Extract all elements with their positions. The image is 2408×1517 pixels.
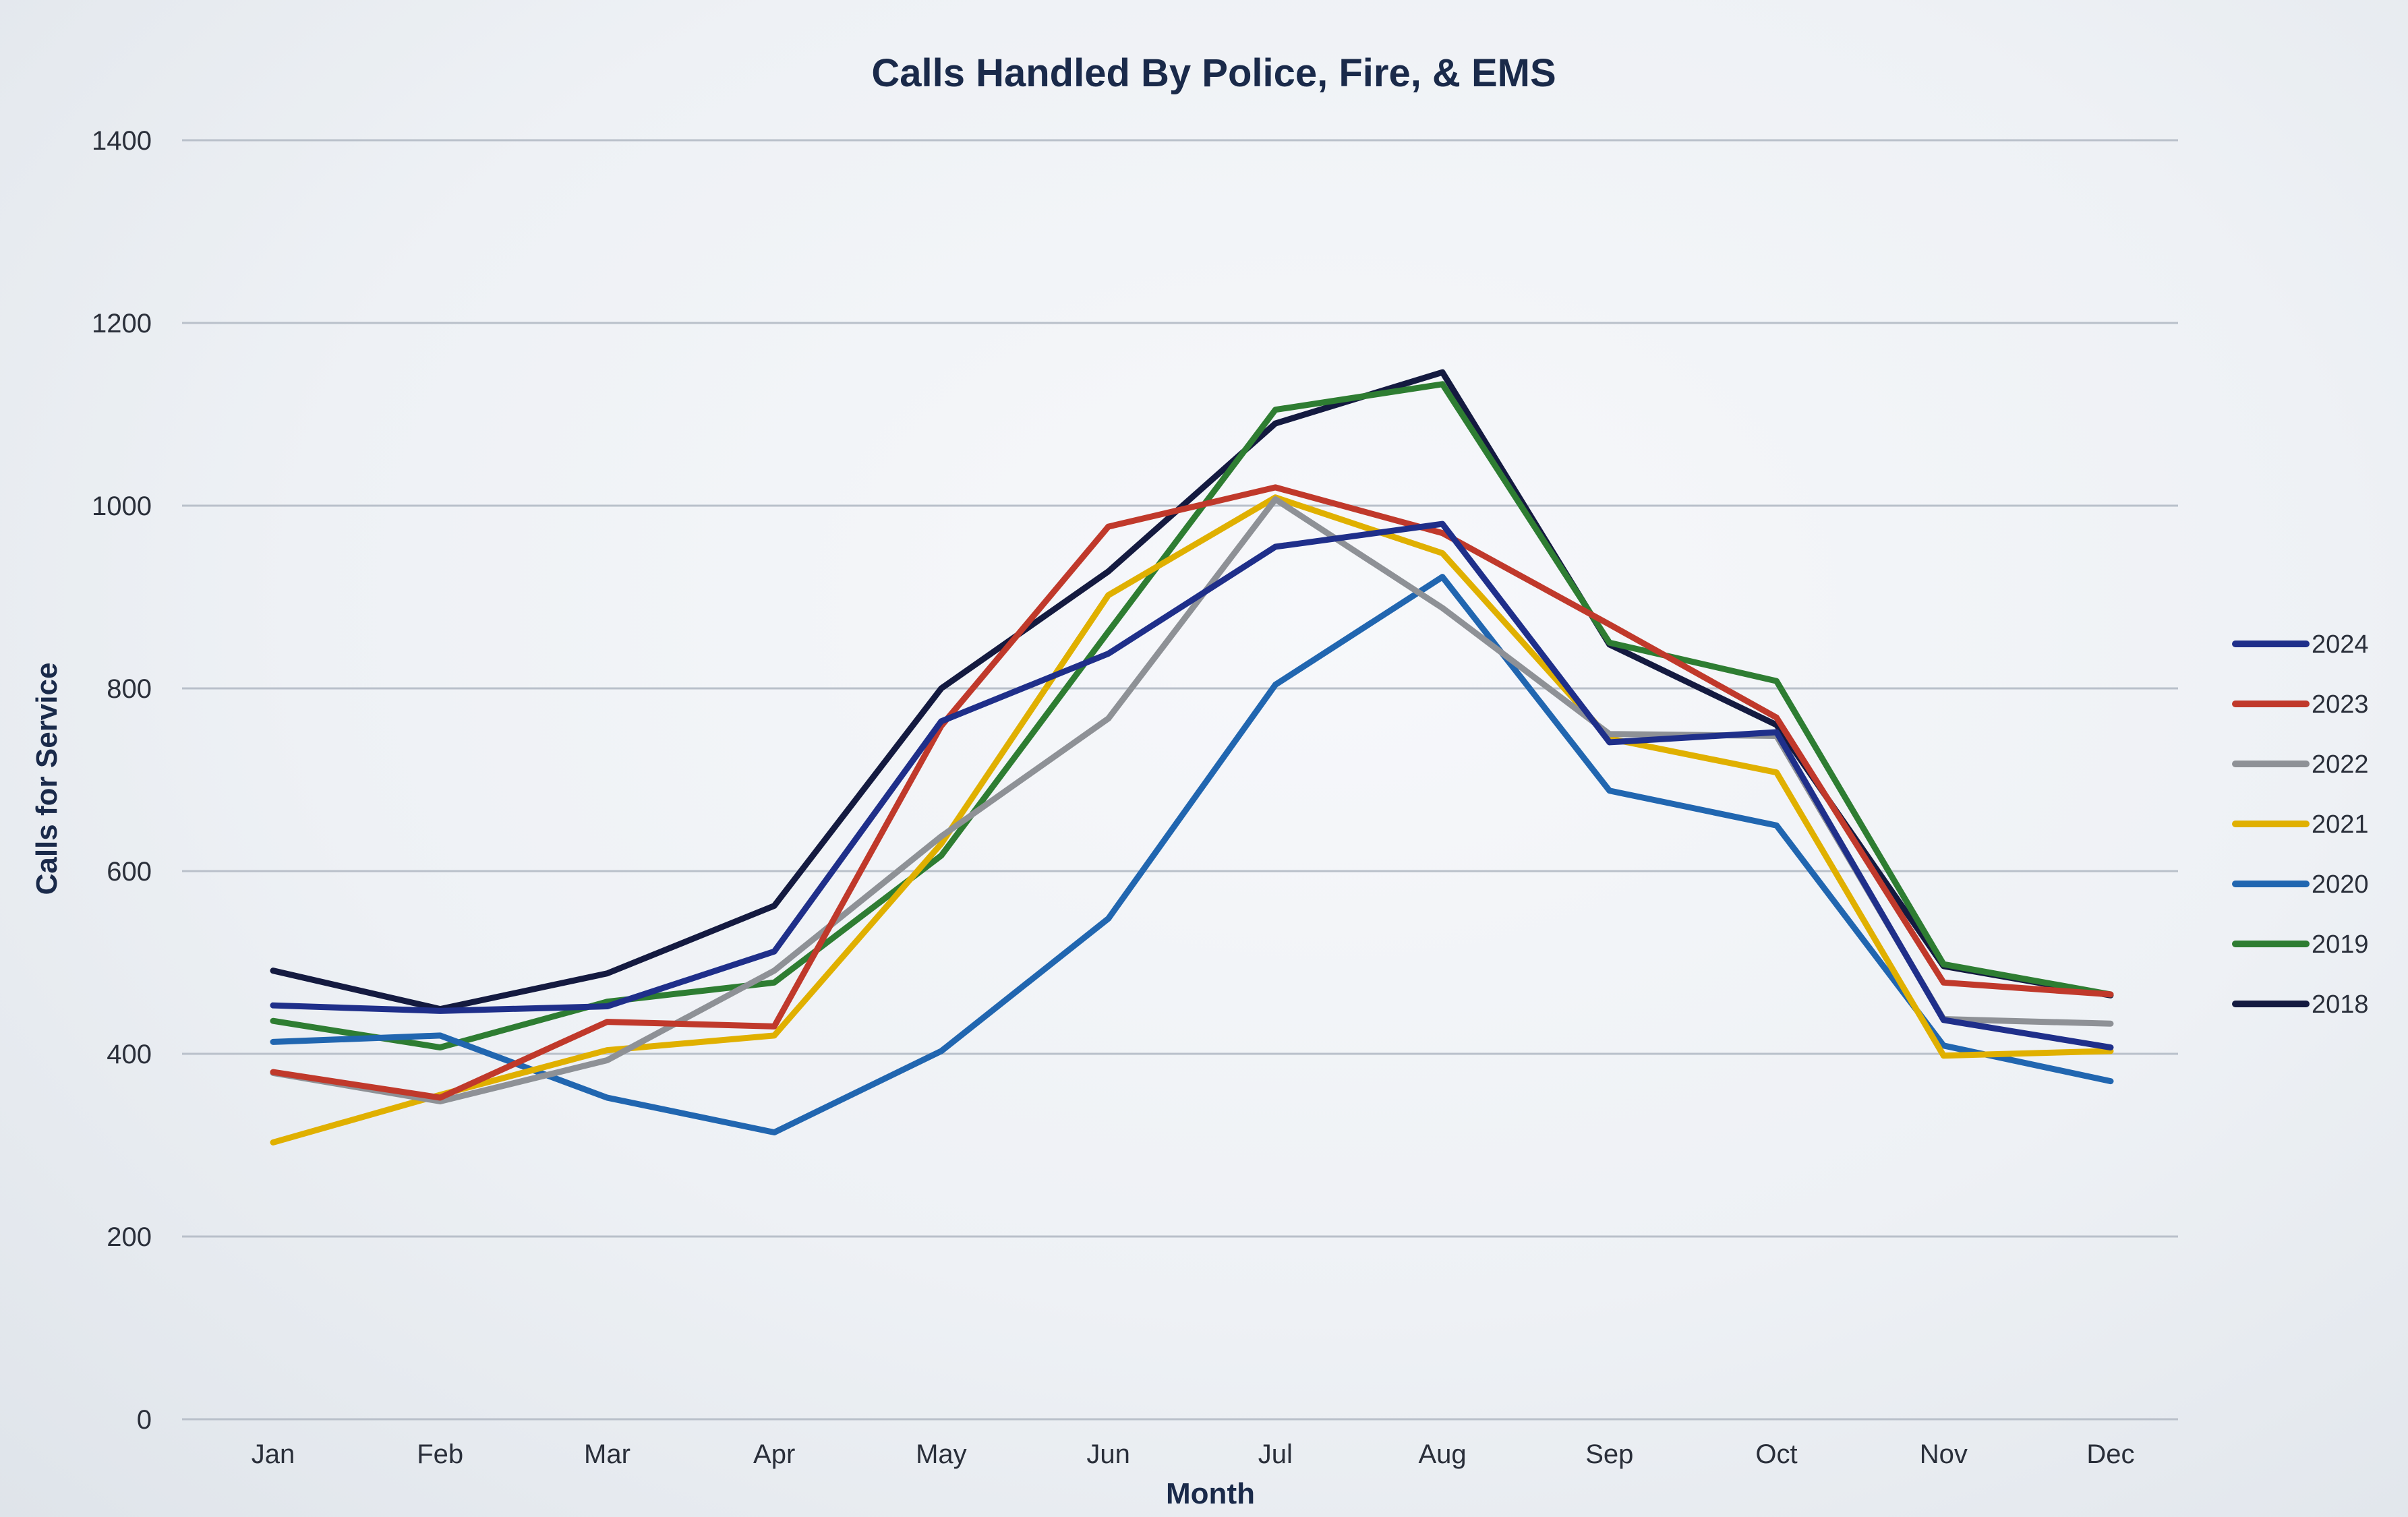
x-tick-label: Apr [753, 1439, 795, 1469]
x-tick-label: Feb [417, 1439, 463, 1469]
series-lines [270, 369, 2114, 1146]
legend: 2024 2023 2022 2021 2020 2019 2018 [2232, 630, 2369, 1019]
series-line-2019 [270, 381, 2114, 1051]
x-tick-label: Oct [1755, 1439, 1797, 1469]
x-tick-label: Mar [584, 1439, 630, 1469]
legend-label-2019: 2019 [2312, 930, 2369, 959]
y-tick-label: 1000 [92, 492, 152, 521]
series-line-2018 [270, 369, 2114, 1013]
y-axis-ticks: 0 200 400 600 800 1000 1200 1400 [92, 126, 152, 1435]
legend-label-2022: 2022 [2312, 750, 2369, 779]
legend-label-2023: 2023 [2312, 690, 2369, 719]
x-tick-label: May [916, 1439, 967, 1469]
y-tick-label: 200 [107, 1222, 152, 1252]
y-tick-label: 800 [107, 674, 152, 704]
x-tick-label: Dec [2086, 1439, 2134, 1469]
legend-label-2024: 2024 [2312, 630, 2369, 659]
series-line-2020 [270, 574, 2114, 1136]
series-line-2021 [270, 494, 2114, 1146]
chart-title: Calls Handled By Police, Fire, & EMS [871, 51, 1556, 95]
x-tick-label: Aug [1419, 1439, 1467, 1469]
x-axis-ticks: Jan Feb Mar Apr May Jun Jul Aug Sep Oct Nov Dec [252, 1439, 2135, 1469]
y-tick-label: 1200 [92, 309, 152, 338]
series-line-2024 [270, 520, 2114, 1051]
x-tick-label: Jul [1258, 1439, 1293, 1469]
x-tick-label: Jun [1086, 1439, 1130, 1469]
y-tick-label: 1400 [92, 126, 152, 156]
legend-label-2020: 2020 [2312, 870, 2369, 899]
x-tick-label: Sep [1585, 1439, 1633, 1469]
y-tick-label: 600 [107, 857, 152, 887]
y-tick-label: 400 [107, 1040, 152, 1069]
x-axis-title: Month [1166, 1477, 1255, 1510]
y-axis-title: Calls for Service [30, 663, 63, 895]
x-tick-label: Nov [1920, 1439, 1968, 1469]
x-tick-label: Jan [252, 1439, 295, 1469]
y-tick-label: 0 [137, 1405, 152, 1435]
legend-label-2021: 2021 [2312, 810, 2369, 839]
legend-label-2018: 2018 [2312, 990, 2369, 1019]
series-line-2023 [270, 484, 2114, 1101]
gridlines [182, 139, 2178, 1421]
